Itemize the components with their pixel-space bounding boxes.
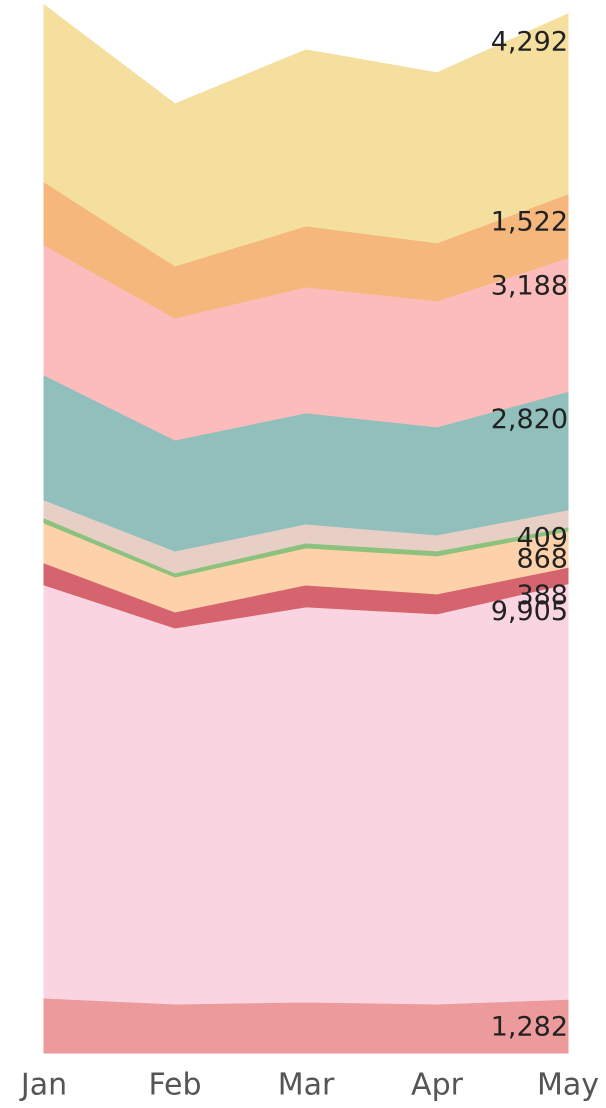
x-tick-label: Jan — [19, 1068, 67, 1103]
x-tick-label: Feb — [148, 1068, 201, 1103]
data-label: 4,292 — [491, 26, 568, 57]
data-label: 868 — [516, 543, 568, 574]
x-tick-label: Apr — [411, 1068, 464, 1103]
data-label: 1,282 — [491, 1012, 568, 1043]
area — [43, 997, 569, 1054]
data-label: 388 — [516, 580, 568, 611]
area — [43, 3, 569, 267]
data-label: 409 — [516, 522, 568, 553]
data-label: 3,188 — [491, 270, 568, 301]
data-label: 9,905 — [491, 596, 568, 627]
area — [43, 583, 569, 1005]
x-tick-label: Mar — [278, 1068, 335, 1103]
data-label: 1,522 — [491, 206, 568, 237]
x-tick-label: May — [537, 1068, 599, 1103]
data-label: 2,820 — [491, 404, 568, 435]
